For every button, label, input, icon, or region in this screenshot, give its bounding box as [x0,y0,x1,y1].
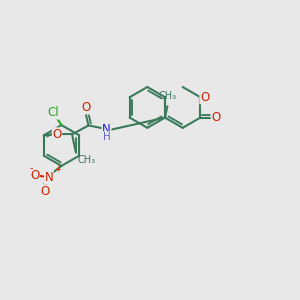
Text: O: O [81,101,90,114]
Text: O: O [211,111,220,124]
Text: O: O [30,169,39,182]
Text: H: H [103,131,110,142]
Text: CH₃: CH₃ [77,155,95,165]
Text: O: O [52,128,62,141]
Text: +: + [54,165,61,174]
Text: Cl: Cl [47,106,59,119]
Text: N: N [44,171,53,184]
Text: O: O [200,91,209,104]
Text: CH₃: CH₃ [158,91,176,101]
Text: O: O [41,185,50,198]
Text: N: N [102,123,111,136]
Text: -: - [30,163,33,173]
